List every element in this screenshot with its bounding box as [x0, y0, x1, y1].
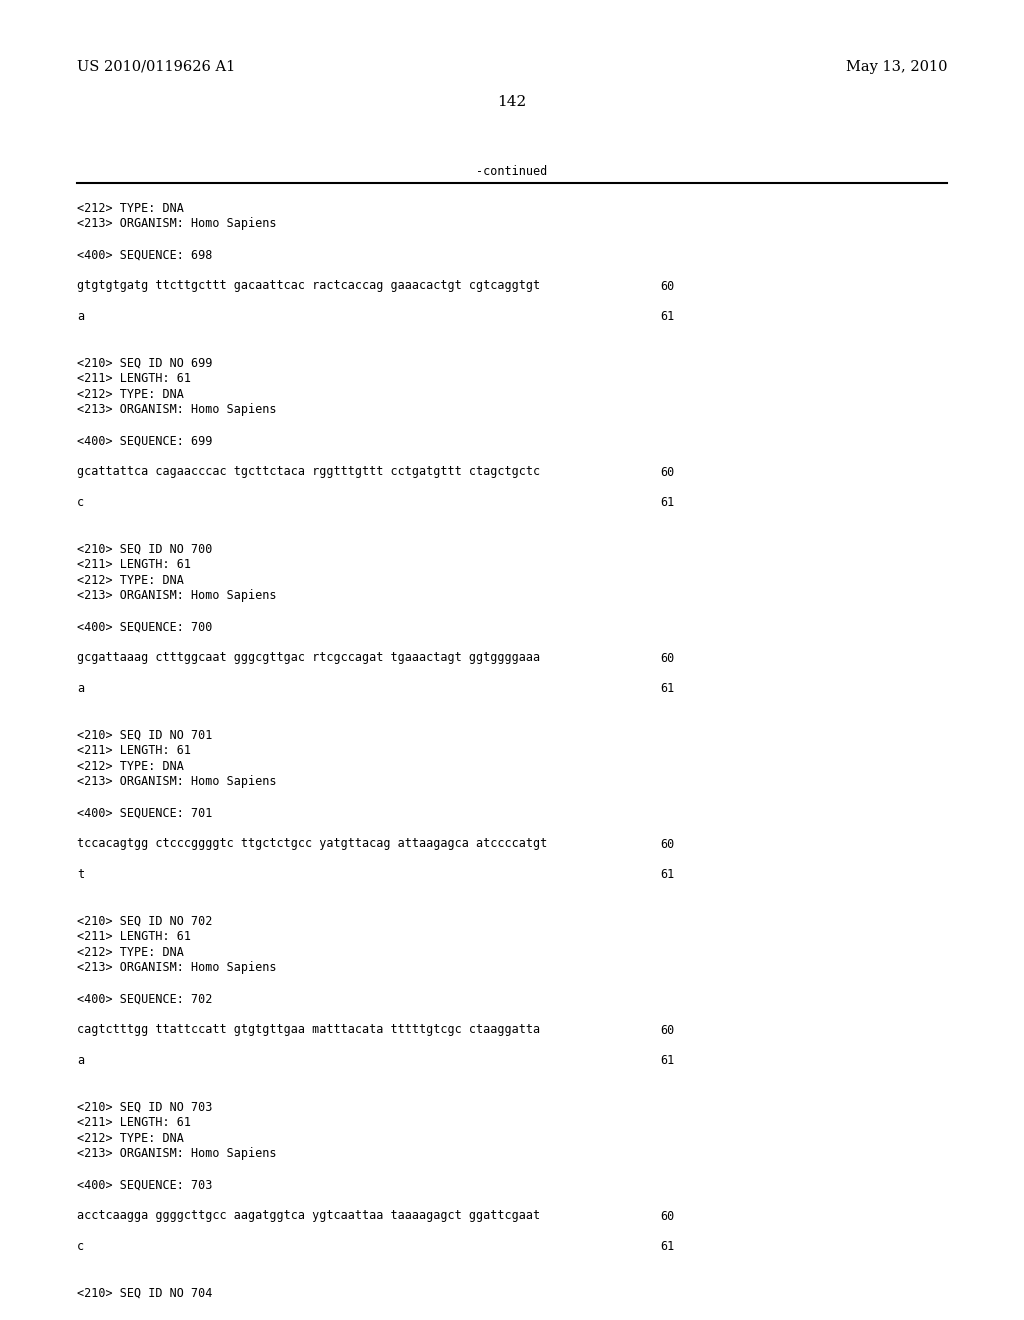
- Text: US 2010/0119626 A1: US 2010/0119626 A1: [77, 59, 236, 74]
- Text: cagtctttgg ttattccatt gtgtgttgaa matttacata tttttgtcgc ctaaggatta: cagtctttgg ttattccatt gtgtgttgaa matttac…: [77, 1023, 540, 1036]
- Text: <210> SEQ ID NO 699: <210> SEQ ID NO 699: [77, 356, 212, 370]
- Text: 60: 60: [660, 652, 675, 664]
- Text: <210> SEQ ID NO 701: <210> SEQ ID NO 701: [77, 729, 212, 742]
- Text: <400> SEQUENCE: 700: <400> SEQUENCE: 700: [77, 620, 212, 634]
- Text: <400> SEQUENCE: 702: <400> SEQUENCE: 702: [77, 993, 212, 1006]
- Text: 60: 60: [660, 837, 675, 850]
- Text: 60: 60: [660, 1209, 675, 1222]
- Text: a: a: [77, 682, 84, 696]
- Text: <212> TYPE: DNA: <212> TYPE: DNA: [77, 574, 183, 587]
- Text: <211> LENGTH: 61: <211> LENGTH: 61: [77, 931, 190, 944]
- Text: tccacagtgg ctcccggggtc ttgctctgcc yatgttacag attaagagca atccccatgt: tccacagtgg ctcccggggtc ttgctctgcc yatgtt…: [77, 837, 547, 850]
- Text: a: a: [77, 310, 84, 323]
- Text: -continued: -continued: [476, 165, 548, 178]
- Text: <212> TYPE: DNA: <212> TYPE: DNA: [77, 1133, 183, 1144]
- Text: <210> SEQ ID NO 700: <210> SEQ ID NO 700: [77, 543, 212, 556]
- Text: a: a: [77, 1055, 84, 1068]
- Text: gcattattca cagaacccac tgcttctaca rggtttgttt cctgatgttt ctagctgctc: gcattattca cagaacccac tgcttctaca rggtttg…: [77, 466, 540, 479]
- Text: 142: 142: [498, 95, 526, 110]
- Text: <210> SEQ ID NO 703: <210> SEQ ID NO 703: [77, 1101, 212, 1114]
- Text: <400> SEQUENCE: 699: <400> SEQUENCE: 699: [77, 434, 212, 447]
- Text: t: t: [77, 869, 84, 882]
- Text: 60: 60: [660, 1023, 675, 1036]
- Text: <213> ORGANISM: Homo Sapiens: <213> ORGANISM: Homo Sapiens: [77, 961, 276, 974]
- Text: <212> TYPE: DNA: <212> TYPE: DNA: [77, 388, 183, 401]
- Text: <400> SEQUENCE: 701: <400> SEQUENCE: 701: [77, 807, 212, 820]
- Text: <400> SEQUENCE: 698: <400> SEQUENCE: 698: [77, 248, 212, 261]
- Text: c: c: [77, 496, 84, 510]
- Text: <211> LENGTH: 61: <211> LENGTH: 61: [77, 558, 190, 572]
- Text: <210> SEQ ID NO 704: <210> SEQ ID NO 704: [77, 1287, 212, 1300]
- Text: <213> ORGANISM: Homo Sapiens: <213> ORGANISM: Homo Sapiens: [77, 218, 276, 231]
- Text: <213> ORGANISM: Homo Sapiens: <213> ORGANISM: Homo Sapiens: [77, 776, 276, 788]
- Text: 60: 60: [660, 280, 675, 293]
- Text: 61: 61: [660, 496, 675, 510]
- Text: acctcaagga ggggcttgcc aagatggtca ygtcaattaa taaaagagct ggattcgaat: acctcaagga ggggcttgcc aagatggtca ygtcaat…: [77, 1209, 540, 1222]
- Text: c: c: [77, 1241, 84, 1254]
- Text: gtgtgtgatg ttcttgcttt gacaattcac ractcaccag gaaacactgt cgtcaggtgt: gtgtgtgatg ttcttgcttt gacaattcac ractcac…: [77, 280, 540, 293]
- Text: <213> ORGANISM: Homo Sapiens: <213> ORGANISM: Homo Sapiens: [77, 404, 276, 417]
- Text: 61: 61: [660, 869, 675, 882]
- Text: 61: 61: [660, 1241, 675, 1254]
- Text: <213> ORGANISM: Homo Sapiens: <213> ORGANISM: Homo Sapiens: [77, 590, 276, 602]
- Text: <212> TYPE: DNA: <212> TYPE: DNA: [77, 760, 183, 774]
- Text: 61: 61: [660, 682, 675, 696]
- Text: <211> LENGTH: 61: <211> LENGTH: 61: [77, 372, 190, 385]
- Text: 61: 61: [660, 310, 675, 323]
- Text: <211> LENGTH: 61: <211> LENGTH: 61: [77, 1117, 190, 1130]
- Text: <212> TYPE: DNA: <212> TYPE: DNA: [77, 202, 183, 215]
- Text: <213> ORGANISM: Homo Sapiens: <213> ORGANISM: Homo Sapiens: [77, 1147, 276, 1160]
- Text: 60: 60: [660, 466, 675, 479]
- Text: <211> LENGTH: 61: <211> LENGTH: 61: [77, 744, 190, 758]
- Text: gcgattaaag ctttggcaat gggcgttgac rtcgccagat tgaaactagt ggtggggaaa: gcgattaaag ctttggcaat gggcgttgac rtcgcca…: [77, 652, 540, 664]
- Text: May 13, 2010: May 13, 2010: [846, 59, 947, 74]
- Text: <210> SEQ ID NO 702: <210> SEQ ID NO 702: [77, 915, 212, 928]
- Text: 61: 61: [660, 1055, 675, 1068]
- Text: <400> SEQUENCE: 703: <400> SEQUENCE: 703: [77, 1179, 212, 1192]
- Text: <212> TYPE: DNA: <212> TYPE: DNA: [77, 946, 183, 960]
